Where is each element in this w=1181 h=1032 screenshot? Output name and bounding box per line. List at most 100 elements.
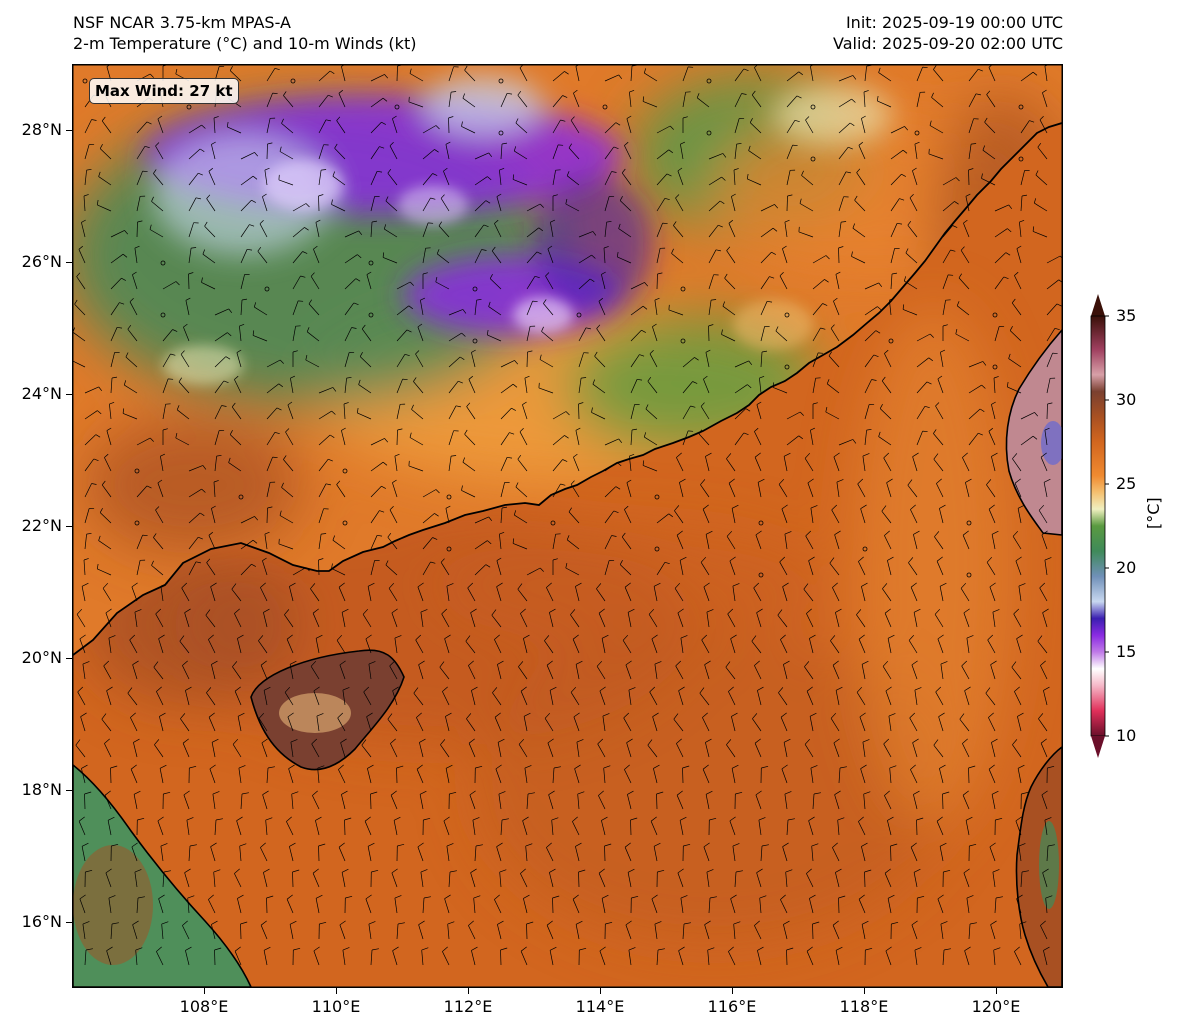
wind-barb <box>262 193 268 212</box>
wind-barb <box>134 609 142 628</box>
wind-barb <box>448 430 459 446</box>
wind-barb <box>754 920 762 940</box>
wind-barb <box>491 246 502 264</box>
wind-barb <box>887 634 895 654</box>
wind-barb <box>446 843 454 862</box>
wind-barb <box>1046 279 1062 290</box>
wind-barb <box>989 842 996 862</box>
wind-barb <box>956 301 970 316</box>
wind-barb <box>550 520 556 526</box>
wind-barb <box>154 739 164 758</box>
wind-barb <box>625 920 632 940</box>
wind-barb <box>84 144 95 160</box>
wind-barb <box>417 323 424 342</box>
wind-barb <box>445 505 451 524</box>
wind-barb <box>370 534 383 550</box>
wind-barb <box>361 739 372 758</box>
wind-barb <box>500 383 518 394</box>
wind-barb <box>992 609 1000 628</box>
wind-barb <box>461 121 476 134</box>
wind-barb <box>988 712 996 732</box>
wind-barb <box>994 326 1005 342</box>
wind-barb <box>968 168 974 186</box>
wind-barb <box>879 404 892 420</box>
wind-barb <box>500 818 509 836</box>
lon-tick-mark-120e <box>996 988 997 994</box>
wind-barb <box>751 90 762 108</box>
wind-barb <box>127 324 138 342</box>
wind-barb <box>136 534 148 550</box>
wind-barb <box>315 634 323 654</box>
wind-barb <box>811 843 819 862</box>
wind-barb <box>780 894 788 914</box>
wind-barb <box>934 608 944 628</box>
wind-barb <box>461 485 476 498</box>
wind-barb <box>526 203 544 212</box>
wind-barb <box>626 479 632 498</box>
wind-barb <box>524 765 532 784</box>
wind-barb <box>471 946 478 966</box>
wind-barb <box>292 325 301 342</box>
wind-barb <box>418 920 425 940</box>
wind-barb <box>628 687 636 706</box>
wind-barb <box>673 221 684 238</box>
wind-barb <box>836 479 844 498</box>
wind-barb <box>859 712 866 732</box>
wind-barb <box>188 197 201 212</box>
wind-barb <box>596 660 606 680</box>
wind-barb <box>909 712 918 732</box>
wind-barb <box>440 739 450 758</box>
wind-barb <box>699 687 710 706</box>
wind-barb <box>448 66 459 82</box>
wind-barb <box>798 226 814 238</box>
colorbar-tick-25: 25 <box>1116 474 1137 493</box>
wind-barb <box>936 556 944 576</box>
wind-barb <box>110 230 129 238</box>
wind-barb <box>342 947 350 966</box>
wind-barb <box>266 117 276 134</box>
lat-tick-28n: 28°N <box>21 120 62 139</box>
wind-barb <box>861 842 868 862</box>
wind-barb <box>963 219 970 238</box>
wind-barb <box>575 842 582 862</box>
wind-barb <box>547 738 554 758</box>
wind-barb <box>394 635 402 654</box>
wind-barb <box>252 330 268 342</box>
wind-barb <box>162 791 171 810</box>
wind-barb <box>994 817 1003 836</box>
wind-barb <box>331 563 346 576</box>
wind-barb <box>575 582 582 602</box>
wind-barb <box>656 247 666 264</box>
wind-barb <box>992 312 998 318</box>
wind-barb <box>474 152 493 160</box>
wind-barb <box>856 609 866 628</box>
wind-barb <box>240 298 248 316</box>
wind-barb <box>210 582 217 602</box>
wind-barb <box>775 326 788 342</box>
wind-barb <box>422 537 438 550</box>
wind-barb <box>986 556 996 576</box>
wind-barb <box>734 791 743 810</box>
wind-barb <box>82 78 88 84</box>
wind-barb <box>916 817 924 836</box>
chart-header-left: NSF NCAR 3.75-km MPAS-A 2-m Temperature … <box>73 12 416 54</box>
wind-barb <box>676 452 684 472</box>
wind-barb <box>960 246 970 264</box>
wind-barb <box>942 299 951 316</box>
wind-barb <box>240 248 253 264</box>
wind-barb <box>413 377 424 394</box>
wind-barb <box>136 817 145 836</box>
wind-barb <box>654 297 660 316</box>
wind-barb <box>630 282 649 290</box>
wind-barb <box>578 402 584 420</box>
wind-barb <box>415 634 424 654</box>
wind-barb <box>315 816 322 836</box>
wind-barb <box>625 660 632 680</box>
wind-barb <box>283 455 294 472</box>
wind-barb <box>760 326 770 342</box>
wind-barb <box>262 790 269 810</box>
wind-barb <box>260 842 268 862</box>
wind-barb <box>968 432 983 446</box>
wind-barb <box>308 299 320 316</box>
wind-barb <box>237 894 244 914</box>
